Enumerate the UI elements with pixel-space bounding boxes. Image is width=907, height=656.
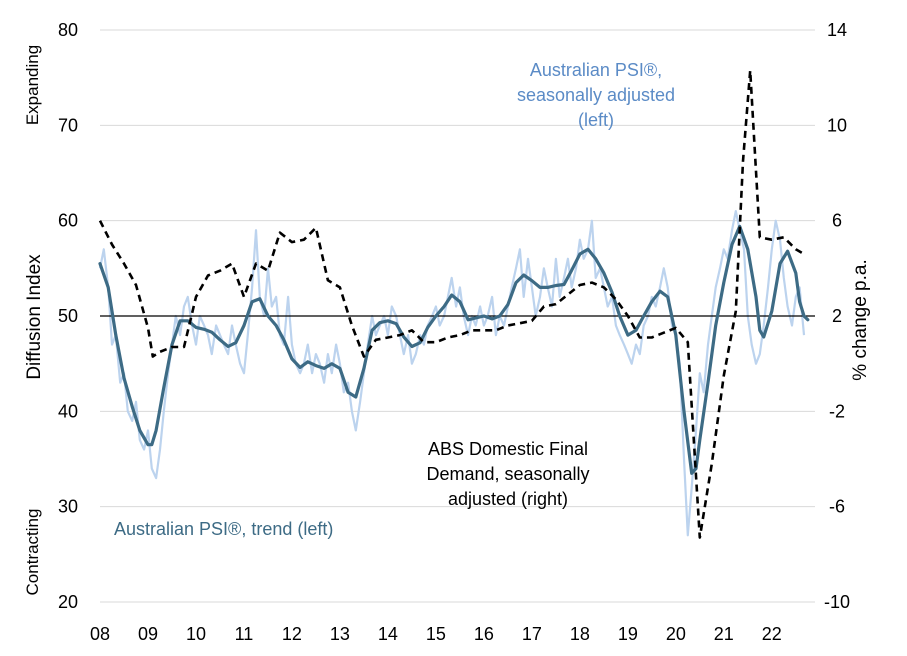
annotation-dfd-line-3: adjusted (right)	[448, 489, 568, 509]
annotation-dfd-line-1: ABS Domestic Final	[428, 439, 588, 459]
psi-sa-line	[98, 210, 806, 537]
right-tick-label: -6	[829, 497, 845, 517]
left-tick-label: 20	[58, 592, 78, 612]
left-axis-title: Diffusion Index	[24, 254, 45, 380]
annotation-psi-sa-line-1: Australian PSI®,	[530, 60, 662, 80]
right-tick-label: 2	[832, 306, 842, 326]
x-tick-label: 08	[90, 624, 110, 644]
x-tick-label: 15	[426, 624, 446, 644]
x-tick-label: 18	[570, 624, 590, 644]
right-tick-label: 10	[827, 115, 847, 135]
x-tick-label: 11	[235, 624, 254, 644]
x-tick-label: 22	[762, 624, 782, 644]
series-domestic-final-demand	[98, 69, 805, 539]
left-tick-label: 50	[58, 306, 78, 326]
series-psi-seasonally-adjusted	[98, 210, 806, 537]
annotation-dfd-line-2: Demand, seasonally	[426, 464, 589, 484]
x-tick-label: 16	[474, 624, 494, 644]
right-tick-label: -10	[824, 592, 850, 612]
x-tick-label: 14	[378, 624, 398, 644]
right-tick-label: 14	[827, 20, 847, 40]
left-tick-label: 40	[58, 401, 78, 421]
x-axis-ticks: 08 09 10 11 12 13 14 15 16 17 18 19 20 21 22	[90, 624, 782, 644]
annotation-psi-sa-line-2: seasonally adjusted	[517, 85, 675, 105]
right-tick-label: -2	[829, 401, 845, 421]
x-tick-label: 10	[186, 624, 206, 644]
contracting-label: Contracting	[23, 509, 42, 596]
psi-trend-line	[98, 224, 810, 475]
x-tick-label: 12	[282, 624, 302, 644]
annotation-psi-seasonally-adjusted: Australian PSI®, seasonally adjusted (le…	[517, 60, 675, 130]
expanding-label: Expanding	[23, 45, 42, 125]
dfd-line	[98, 69, 805, 539]
left-axis-ticks: 20 30 40 50 60 70 80	[58, 20, 78, 612]
x-tick-label: 17	[522, 624, 542, 644]
right-axis-title: % change p.a.	[850, 259, 871, 380]
right-tick-label: 6	[832, 211, 842, 231]
x-tick-label: 19	[618, 624, 638, 644]
annotation-psi-sa-line-3: (left)	[578, 110, 614, 130]
annotation-psi-trend: Australian PSI®, trend (left)	[114, 519, 333, 539]
left-tick-label: 30	[58, 497, 78, 517]
left-tick-label: 80	[58, 20, 78, 40]
series-psi-trend	[98, 224, 810, 475]
left-tick-label: 60	[58, 211, 78, 231]
left-tick-label: 70	[58, 115, 78, 135]
x-tick-label: 13	[330, 624, 350, 644]
x-tick-label: 20	[666, 624, 686, 644]
right-axis-ticks: -10 -6 -2 2 6 10 14	[824, 20, 850, 612]
annotation-domestic-final-demand: ABS Domestic Final Demand, seasonally ad…	[426, 439, 589, 509]
x-tick-label: 21	[714, 624, 734, 644]
x-tick-label: 09	[138, 624, 158, 644]
